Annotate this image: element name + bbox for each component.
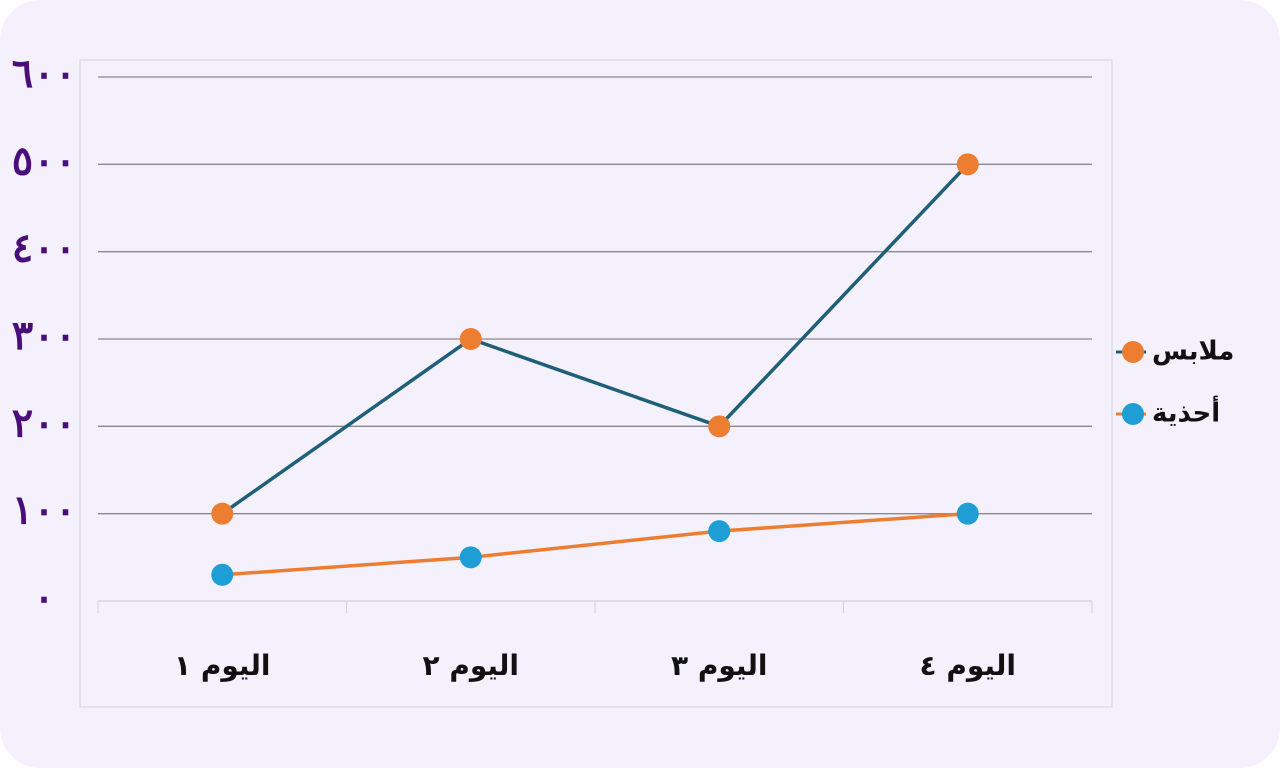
x-tick-label: اليوم ٢: [423, 649, 519, 682]
legend-label: أحذية: [1152, 396, 1220, 429]
x-tick-label: اليوم ١: [174, 649, 270, 682]
series-line: [221, 163, 970, 516]
data-point: [459, 328, 482, 350]
legend-label: ملابس: [1152, 337, 1234, 367]
data-point: [956, 502, 979, 525]
plot-frame: [79, 59, 1113, 708]
data-point: [708, 415, 731, 438]
y-tick-label: ٣٠٠: [12, 312, 76, 359]
y-tick-label: ٥٠٠: [12, 137, 76, 184]
series-line: [222, 511, 968, 577]
data-point: [956, 153, 979, 176]
y-tick-label: ٠: [33, 574, 54, 621]
y-tick-label: ٢٠٠: [12, 399, 76, 446]
data-point: [211, 502, 234, 525]
legend-marker: [1122, 341, 1144, 363]
y-tick-label: ٤٠٠: [12, 225, 76, 272]
data-point: [211, 563, 234, 586]
data-point: [708, 520, 731, 543]
y-tick-label: ١٠٠: [12, 487, 76, 534]
data-point: [459, 546, 482, 569]
y-tick-label: ٦٠٠: [12, 50, 76, 97]
x-tick-label: اليوم ٤: [920, 649, 1016, 682]
legend-marker: [1122, 403, 1144, 425]
x-tick-label: اليوم ٣: [671, 649, 767, 682]
